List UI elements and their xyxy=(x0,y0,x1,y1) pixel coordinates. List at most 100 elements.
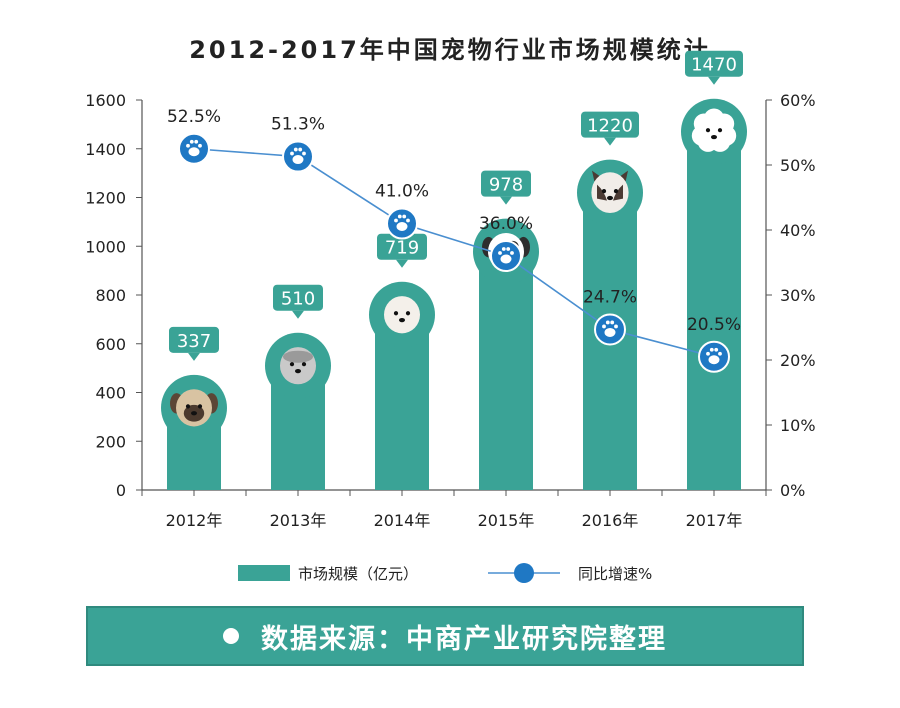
paw-toe xyxy=(605,320,610,325)
y-tick-label-right: 30% xyxy=(780,286,816,305)
x-tick-label: 2016年 xyxy=(582,511,639,530)
chart-svg: 0 200 400 600 800 1000 1200 1400 1600 0% 10% 20% 30%… xyxy=(85,50,816,583)
chart-title: 2012-2017年中国宠物行业市场规模统计 xyxy=(189,36,711,64)
value-callout-pointer xyxy=(500,196,512,205)
source-banner: 数据来源：中商产业研究院整理 xyxy=(86,606,804,666)
legend: 市场规模（亿元） 同比增速% xyxy=(238,563,652,583)
x-tick-label: 2017年 xyxy=(686,511,743,530)
paw-icon xyxy=(394,214,410,231)
paw-toe xyxy=(194,139,199,144)
paw-toe xyxy=(714,347,719,352)
value-callout xyxy=(169,326,219,353)
bar xyxy=(479,251,533,490)
value-callout-pointer xyxy=(708,76,720,85)
value-label: 1220 xyxy=(587,116,633,137)
paw-icon xyxy=(498,247,514,264)
paw-toe xyxy=(510,251,514,255)
y-tick-label-left: 1600 xyxy=(85,91,126,110)
y-tick-label-right: 20% xyxy=(780,351,816,370)
paw-toe xyxy=(198,143,202,148)
paw-toe xyxy=(290,151,294,156)
value-callout-pointer xyxy=(396,259,408,268)
y-tick-label-left: 0 xyxy=(116,481,126,500)
dog-eye xyxy=(601,189,607,194)
dog-fringe xyxy=(283,350,313,363)
dog-eye xyxy=(197,404,203,409)
paw-toe xyxy=(189,139,194,144)
value-callout xyxy=(581,111,639,138)
y-tick-label-right: 60% xyxy=(780,91,816,110)
growth-label: 36.0% xyxy=(479,214,533,234)
paw-toe xyxy=(298,147,303,152)
y-tick-label-right: 50% xyxy=(780,156,816,175)
growth-label: 41.0% xyxy=(375,182,429,202)
axes: 0 200 400 600 800 1000 1200 1400 1600 0% 10% 20% 30%… xyxy=(85,91,815,530)
pug-icon xyxy=(170,389,218,427)
growth-label: 20.5% xyxy=(687,315,741,335)
bar xyxy=(687,131,741,490)
paw-pad xyxy=(500,254,512,264)
bar-icons xyxy=(170,108,737,427)
shaggy-dog-icon xyxy=(280,347,316,385)
paw-pad xyxy=(396,222,408,231)
x-tick-label: 2015年 xyxy=(478,511,535,530)
dog-eye xyxy=(717,128,723,133)
paw-toe xyxy=(397,214,402,219)
paw-toe xyxy=(614,324,618,329)
x-tick-label: 2013年 xyxy=(270,511,327,530)
dog-eye xyxy=(393,311,399,316)
paw-toe xyxy=(394,218,398,223)
legend-bar-swatch xyxy=(238,565,290,581)
dog-eye xyxy=(289,362,295,367)
value-label: 1470 xyxy=(691,55,737,76)
value-label: 978 xyxy=(489,175,523,196)
y-tick-label-right: 10% xyxy=(780,416,816,435)
value-label: 719 xyxy=(385,238,419,259)
dog-nose xyxy=(191,411,197,416)
dog-face xyxy=(384,296,420,334)
bars xyxy=(161,98,747,490)
legend-bar-label: 市场规模（亿元） xyxy=(298,565,418,583)
value-callouts: 337 510 719 978 1220 1470 xyxy=(169,50,743,361)
growth-label: 24.7% xyxy=(583,287,637,307)
dog-eye xyxy=(705,128,711,133)
dog-nose xyxy=(711,134,717,140)
value-callout xyxy=(685,50,743,77)
paw-toe xyxy=(406,218,410,223)
dog-nose xyxy=(295,368,301,374)
value-callout-pointer xyxy=(604,137,616,146)
paw-icon xyxy=(706,347,722,365)
poodle-puff xyxy=(703,123,725,144)
y-tick-label-left: 600 xyxy=(95,335,126,354)
value-callout xyxy=(481,170,531,197)
paw-toe xyxy=(293,147,298,152)
value-label: 510 xyxy=(281,289,315,310)
growth-line: 52.5% 51.3% 41.0% 36.0% 24.7% 20.5% xyxy=(167,107,741,373)
poodle-icon xyxy=(691,108,737,152)
paw-toe xyxy=(402,214,407,219)
y-tick-label-left: 1000 xyxy=(85,237,126,256)
value-callout-pointer xyxy=(188,352,200,361)
dog-eye xyxy=(301,362,307,367)
legend-line-marker xyxy=(514,563,534,583)
paw-toe xyxy=(709,347,714,352)
paw-toe xyxy=(706,351,710,356)
dog-eye xyxy=(405,311,411,316)
growth-polyline xyxy=(193,147,715,358)
white-dog-icon xyxy=(384,296,420,334)
dog-eye xyxy=(185,404,191,409)
paw-toe xyxy=(498,251,502,255)
y-tick-label-right: 40% xyxy=(780,221,816,240)
paw-toe xyxy=(602,324,606,329)
dog-patch-left xyxy=(597,184,607,201)
y-tick-label-right: 0% xyxy=(780,481,805,500)
growth-label: 51.3% xyxy=(271,115,325,135)
paw-toe xyxy=(501,247,506,251)
legend-line-label: 同比增速% xyxy=(578,565,652,583)
chihuahua-icon xyxy=(591,170,629,214)
y-tick-label-left: 200 xyxy=(95,432,126,451)
paw-toe xyxy=(506,247,511,251)
source-text: 数据来源：中商产业研究院整理 xyxy=(261,623,667,655)
paw-toe xyxy=(718,351,722,356)
paw-icon xyxy=(186,139,202,157)
